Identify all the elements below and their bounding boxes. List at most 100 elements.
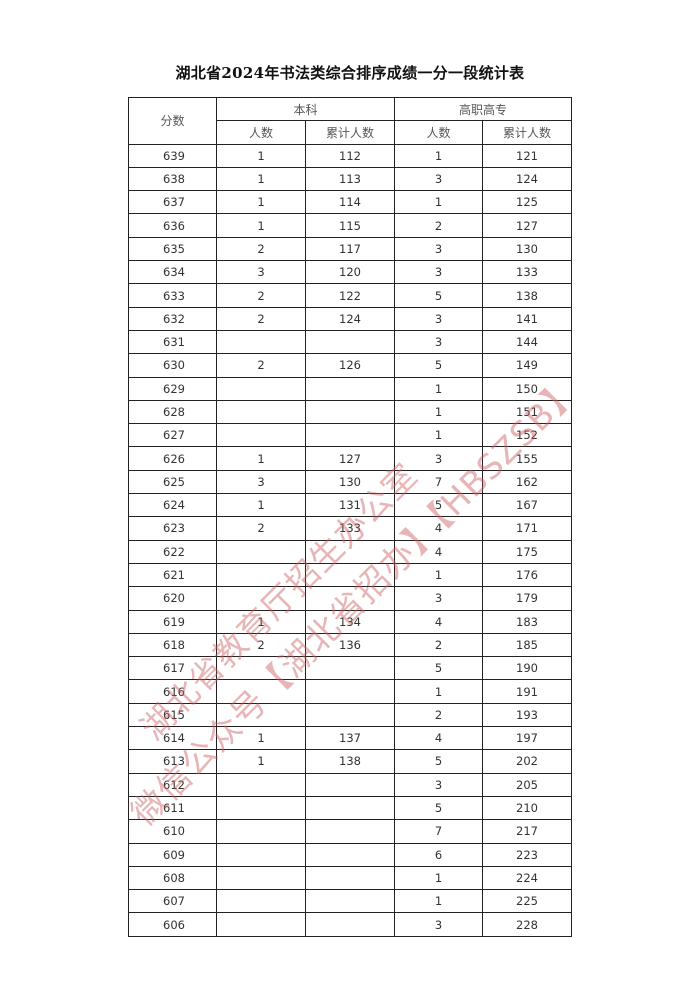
table-row: 630 2 126 5 149 bbox=[128, 353, 573, 378]
cell-vocational-count: 3 bbox=[394, 329, 484, 355]
table-row: 615 2 193 bbox=[128, 702, 573, 728]
table-row: 631 3 144 bbox=[128, 329, 573, 355]
header-undergrad-cumulative: 累计人数 bbox=[304, 120, 396, 145]
cell-vocational-cumulative: 171 bbox=[482, 516, 573, 541]
header-undergrad-count: 人数 bbox=[216, 120, 306, 145]
cell-undergrad-cumulative bbox=[304, 865, 396, 891]
table-row: 612 3 205 bbox=[128, 772, 573, 797]
cell-score: 613 bbox=[128, 749, 217, 774]
cell-undergrad-cumulative: 127 bbox=[304, 446, 396, 471]
header-vocational-count: 人数 bbox=[394, 120, 484, 145]
cell-vocational-cumulative: 223 bbox=[482, 842, 573, 867]
cell-vocational-cumulative: 150 bbox=[482, 376, 573, 401]
cell-undergrad-count bbox=[216, 656, 306, 681]
table-row: 610 7 217 bbox=[128, 819, 573, 844]
cell-vocational-cumulative: 183 bbox=[482, 609, 573, 634]
header-vocational: 高职高专 bbox=[394, 96, 573, 122]
table-row: 637 1 114 1 125 bbox=[128, 190, 573, 215]
table-row: 622 4 175 bbox=[128, 539, 573, 564]
cell-vocational-cumulative: 224 bbox=[482, 865, 573, 891]
cell-score: 621 bbox=[128, 562, 217, 588]
cell-undergrad-cumulative bbox=[304, 819, 396, 844]
cell-undergrad-cumulative: 130 bbox=[304, 469, 396, 495]
cell-undergrad-count bbox=[216, 889, 306, 914]
cell-vocational-cumulative: 193 bbox=[482, 702, 573, 728]
cell-undergrad-cumulative: 138 bbox=[304, 749, 396, 774]
cell-score: 622 bbox=[128, 539, 217, 564]
cell-vocational-cumulative: 130 bbox=[482, 236, 573, 262]
cell-score: 616 bbox=[128, 679, 217, 704]
table-row: 620 3 179 bbox=[128, 586, 573, 611]
cell-score: 631 bbox=[128, 329, 217, 355]
cell-undergrad-count: 2 bbox=[216, 632, 306, 658]
cell-undergrad-count bbox=[216, 702, 306, 728]
cell-score: 608 bbox=[128, 865, 217, 891]
cell-undergrad-count bbox=[216, 399, 306, 425]
cell-vocational-count: 3 bbox=[394, 586, 484, 611]
cell-vocational-cumulative: 141 bbox=[482, 306, 573, 331]
cell-vocational-cumulative: 202 bbox=[482, 749, 573, 774]
cell-vocational-cumulative: 210 bbox=[482, 795, 573, 821]
cell-undergrad-cumulative: 133 bbox=[304, 516, 396, 541]
cell-score: 624 bbox=[128, 493, 217, 518]
cell-undergrad-cumulative bbox=[304, 795, 396, 821]
cell-undergrad-cumulative: 120 bbox=[304, 260, 396, 285]
cell-score: 638 bbox=[128, 166, 217, 192]
cell-vocational-cumulative: 175 bbox=[482, 539, 573, 564]
cell-vocational-cumulative: 127 bbox=[482, 213, 573, 238]
header-undergrad: 本科 bbox=[215, 96, 396, 122]
table-row: 638 1 113 3 124 bbox=[128, 166, 573, 192]
cell-score: 637 bbox=[128, 190, 217, 215]
table-row: 609 6 223 bbox=[128, 842, 573, 867]
cell-vocational-count: 3 bbox=[394, 446, 484, 471]
cell-undergrad-count bbox=[216, 586, 306, 611]
table-row: 613 1 138 5 202 bbox=[128, 749, 573, 774]
table-row: 621 1 176 bbox=[128, 562, 573, 588]
table-row: 616 1 191 bbox=[128, 679, 573, 704]
cell-score: 607 bbox=[128, 889, 217, 914]
cell-vocational-count: 2 bbox=[394, 632, 484, 658]
cell-vocational-cumulative: 144 bbox=[482, 329, 573, 355]
cell-score: 606 bbox=[128, 912, 217, 937]
cell-undergrad-count: 1 bbox=[216, 726, 306, 751]
cell-vocational-count: 5 bbox=[394, 749, 484, 774]
cell-score: 635 bbox=[128, 236, 217, 262]
cell-undergrad-count: 1 bbox=[216, 143, 306, 168]
cell-vocational-cumulative: 133 bbox=[482, 260, 573, 285]
cell-undergrad-cumulative bbox=[304, 656, 396, 681]
cell-score: 634 bbox=[128, 260, 217, 285]
cell-score: 617 bbox=[128, 656, 217, 681]
cell-vocational-cumulative: 167 bbox=[482, 493, 573, 518]
cell-vocational-count: 1 bbox=[394, 399, 484, 425]
table-row: 619 1 134 4 183 bbox=[128, 609, 573, 634]
cell-score: 612 bbox=[128, 772, 217, 797]
cell-undergrad-count bbox=[216, 865, 306, 891]
table-row: 639 1 112 1 121 bbox=[128, 143, 573, 168]
cell-undergrad-cumulative: 112 bbox=[304, 143, 396, 168]
cell-undergrad-count bbox=[216, 912, 306, 937]
cell-undergrad-count: 1 bbox=[216, 609, 306, 634]
cell-vocational-count: 1 bbox=[394, 679, 484, 704]
table-row: 635 2 117 3 130 bbox=[128, 236, 573, 262]
cell-undergrad-count bbox=[216, 539, 306, 564]
header-score: 分数 bbox=[128, 97, 217, 145]
cell-undergrad-cumulative: 126 bbox=[304, 353, 396, 378]
cell-vocational-count: 2 bbox=[394, 702, 484, 728]
cell-undergrad-cumulative bbox=[304, 539, 396, 564]
table-row: 623 2 133 4 171 bbox=[128, 516, 573, 541]
cell-undergrad-count: 1 bbox=[216, 446, 306, 471]
table-row: 624 1 131 5 167 bbox=[128, 493, 573, 518]
cell-score: 626 bbox=[128, 446, 217, 471]
cell-vocational-cumulative: 176 bbox=[482, 562, 573, 588]
cell-vocational-count: 4 bbox=[394, 539, 484, 564]
cell-vocational-count: 5 bbox=[394, 353, 484, 378]
table-row: 611 5 210 bbox=[128, 795, 573, 821]
header-row-2: 人数 累计人数 人数 累计人数 bbox=[129, 120, 573, 145]
cell-score: 620 bbox=[128, 586, 217, 611]
table-row: 628 1 151 bbox=[128, 399, 573, 425]
cell-undergrad-count bbox=[216, 679, 306, 704]
cell-undergrad-count bbox=[216, 795, 306, 821]
cell-undergrad-count: 1 bbox=[216, 213, 306, 238]
cell-score: 609 bbox=[128, 842, 217, 867]
cell-vocational-count: 3 bbox=[394, 306, 484, 331]
